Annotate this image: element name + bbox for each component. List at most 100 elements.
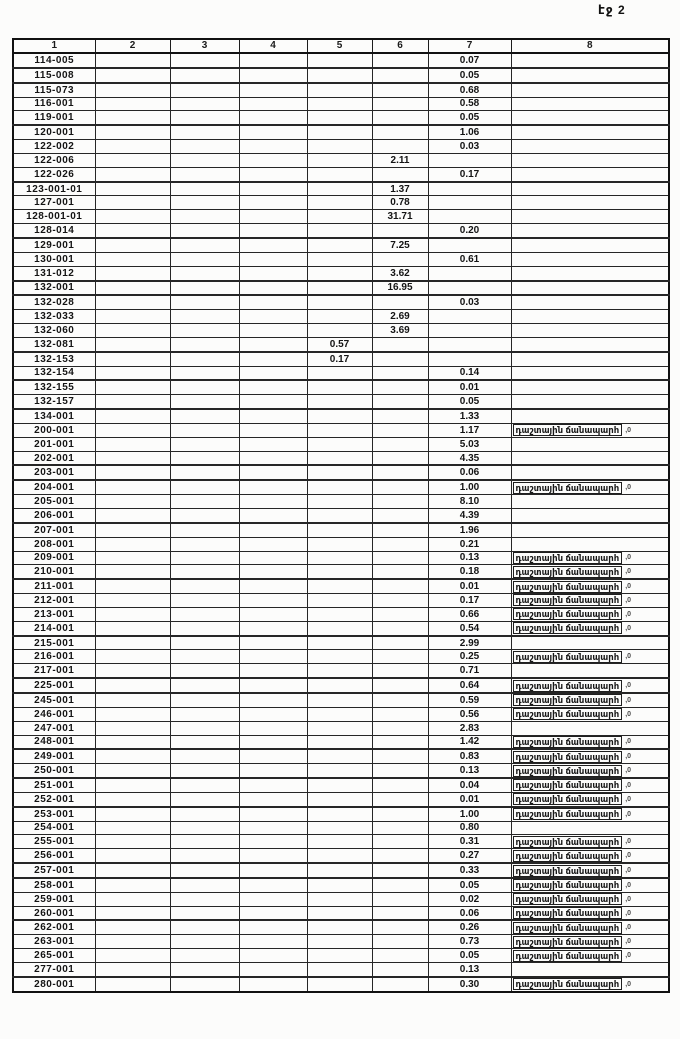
- cell-col6: [371, 934, 429, 950]
- cell-col3: [169, 96, 240, 112]
- field-road-note: դաշտային ճանապարհ: [512, 694, 623, 707]
- cell-col2: [94, 195, 171, 211]
- cell-col5: [306, 578, 373, 595]
- table-row: 207-001 1.96: [12, 522, 670, 538]
- cell-col2: [94, 620, 171, 637]
- cell-note: [510, 139, 670, 154]
- cell-col7: 0.61: [427, 251, 512, 267]
- cell-col7: 0.07: [427, 52, 512, 69]
- cell-code: 130-001: [12, 251, 96, 267]
- cell-code: 210-001: [12, 564, 96, 581]
- column-header: 5: [306, 38, 373, 54]
- cell-col4: [238, 96, 308, 112]
- cell-col5: [306, 961, 373, 978]
- cell-col5: [306, 593, 373, 608]
- handwritten-mark: ,0: [625, 738, 632, 746]
- cell-col3: [169, 706, 240, 722]
- field-road-note: դաշտային ճանապարհ: [512, 552, 623, 564]
- cell-code: 258-001: [12, 876, 96, 893]
- cell-col6: [371, 961, 429, 978]
- cell-col3: [169, 948, 240, 963]
- handwritten-mark: ,0: [625, 583, 632, 591]
- cell-col7: 0.58: [427, 96, 512, 112]
- cell-col5: [306, 96, 373, 112]
- cell-col2: [94, 862, 171, 879]
- cell-code: 265-001: [12, 948, 96, 963]
- cell-col2: [94, 934, 171, 950]
- cell-col3: [169, 436, 240, 452]
- cell-col5: [306, 536, 373, 552]
- cell-col6: [371, 550, 429, 566]
- cell-col3: [169, 848, 240, 865]
- handwritten-mark: ,0: [625, 426, 632, 434]
- cell-col5: [306, 948, 373, 963]
- cell-code: 251-001: [12, 777, 96, 793]
- cell-col2: [94, 734, 171, 751]
- cell-note: դաշտային ճանապարհ ,0: [510, 862, 670, 879]
- cell-col2: [94, 96, 171, 112]
- field-road-note: դաշտային ճանապարհ: [512, 680, 623, 691]
- field-road-note: դաշտային ճանապարհ: [512, 581, 623, 593]
- cell-col2: [94, 507, 171, 524]
- cell-col5: [306, 124, 373, 141]
- table-row: 201-001 5.03: [12, 436, 670, 452]
- cell-col2: [94, 422, 171, 438]
- cell-col4: [238, 81, 308, 98]
- table-row: 254-001 0.80: [12, 820, 670, 836]
- cell-col7: 1.42: [427, 734, 512, 751]
- cell-col5: [306, 635, 373, 651]
- cell-note: [510, 494, 670, 509]
- cell-col7: [427, 209, 512, 225]
- cell-col2: [94, 975, 171, 993]
- cell-col2: [94, 593, 171, 608]
- table-row: 215-001 2.99: [12, 635, 670, 651]
- cell-col2: [94, 209, 171, 225]
- cell-code: 248-001: [12, 734, 96, 751]
- cell-col7: 0.59: [427, 692, 512, 708]
- cell-col3: [169, 507, 240, 524]
- cell-col6: [371, 834, 429, 850]
- cell-col7: 0.31: [427, 834, 512, 850]
- cell-col2: [94, 479, 171, 496]
- cell-col7: 0.66: [427, 606, 512, 622]
- cell-col3: [169, 649, 240, 665]
- handwritten-mark: ,0: [625, 924, 632, 932]
- cell-code: 262-001: [12, 919, 96, 936]
- table-row: 115-008 0.05: [12, 67, 670, 84]
- cell-col3: [169, 692, 240, 708]
- field-road-note: դաշտային ճանապարհ: [512, 764, 623, 777]
- cell-col7: [427, 351, 512, 367]
- table-row: 206-001 4.39: [12, 507, 670, 524]
- cell-col6: [371, 394, 429, 411]
- table-row: 249-001 0.83 դաշտային ճանապարհ ,0: [12, 748, 670, 765]
- cell-col7: 0.83: [427, 748, 512, 765]
- cell-col4: [238, 593, 308, 608]
- cell-col3: [169, 564, 240, 581]
- cell-col6: 1.37: [371, 180, 429, 197]
- cell-col7: 0.68: [427, 81, 512, 98]
- cell-col2: [94, 891, 171, 907]
- cell-note: [510, 408, 670, 424]
- cell-note: [510, 237, 670, 253]
- cell-note: [510, 294, 670, 311]
- cell-note: դաշտային ճանապարհ ,0: [510, 606, 670, 622]
- cell-col3: [169, 635, 240, 651]
- cell-note: դաշտային ճանապարհ ,0: [510, 905, 670, 922]
- table-row: 119-001 0.05: [12, 110, 670, 127]
- cell-code: 252-001: [12, 791, 96, 808]
- cell-note: [510, 351, 670, 367]
- cell-col3: [169, 975, 240, 993]
- cell-col6: [371, 820, 429, 836]
- cell-note: [510, 336, 670, 353]
- cell-col6: [371, 777, 429, 793]
- cell-code: 123-001-01: [12, 180, 96, 197]
- cell-col7: 1.33: [427, 408, 512, 424]
- cell-note: դաշտային ճանապարհ ,0: [510, 479, 670, 496]
- cell-col2: [94, 450, 171, 467]
- cell-col3: [169, 862, 240, 879]
- cell-code: 212-001: [12, 593, 96, 608]
- cell-col6: [371, 52, 429, 69]
- cell-note: դաշտային ճանապարհ ,0: [510, 876, 670, 893]
- cell-col4: [238, 166, 308, 183]
